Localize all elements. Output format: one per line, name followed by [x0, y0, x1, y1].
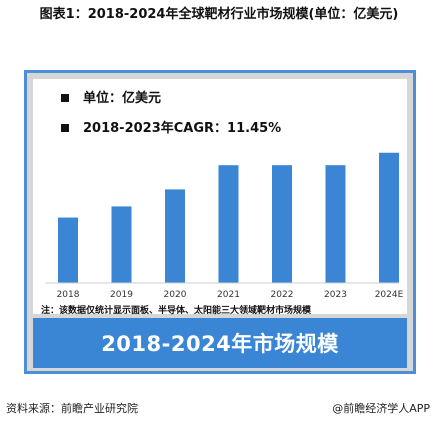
bullet-square-icon [61, 123, 69, 132]
bar-chart: 2018 2019 2020 2021 2022 2023 2024E [45, 152, 404, 300]
legend-cagr: 2018-2023年CAGR：11.45% [61, 117, 281, 136]
chart-panel: 2018 2019 2020 2021 2022 2023 2024E 单位：亿美元 201… [24, 70, 416, 374]
unit-label: 单位：亿美元 [83, 91, 162, 106]
bar-2020 [165, 189, 185, 283]
bar-2023 [325, 165, 346, 283]
bar-2022 [272, 165, 292, 283]
chart-note: 注：该数据仅统计显示面板、半导体、太阳能三大领域靶材市场规模 [41, 306, 312, 316]
bar-2024E [379, 152, 399, 283]
chart-title: 图表1：2018-2024年全球靶材行业市场规模(单位：亿美元) [39, 7, 399, 22]
bar-2021 [218, 165, 239, 283]
x-tick-label: 2021 [217, 290, 240, 300]
brand-text: @前瞻经济学人APP [332, 402, 430, 415]
x-tick-label: 2020 [164, 290, 187, 300]
bar-2018 [58, 217, 78, 283]
legend-unit: 单位：亿美元 [61, 87, 161, 106]
bar-2019 [111, 206, 132, 283]
bullet-square-icon [61, 93, 69, 102]
x-tick-label: 2018 [57, 290, 80, 300]
x-tick-label: 2023 [324, 290, 347, 300]
x-tick-label: 2019 [110, 290, 133, 300]
banner-title: 2018-2024年市场规模 [33, 318, 407, 368]
cagr-label: 2018-2023年CAGR：11.45% [83, 121, 282, 136]
source-text: 资料来源：前瞻产业研究院 [6, 402, 138, 415]
x-tick-label: 2024E [375, 290, 404, 300]
chart-area: 2018 2019 2020 2021 2022 2023 2024E 单位：亿美元 201… [33, 79, 407, 316]
x-tick-label: 2022 [271, 290, 294, 300]
